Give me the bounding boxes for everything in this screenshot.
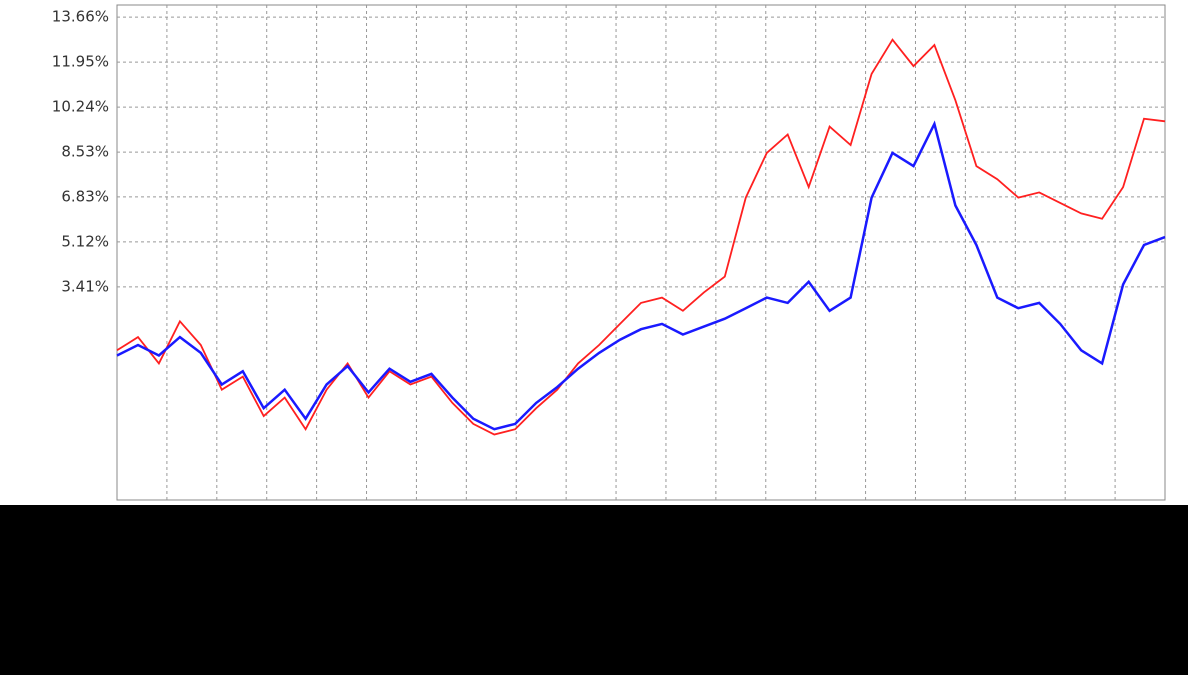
y-tick-label: 5.12% bbox=[61, 232, 109, 250]
y-tick-label: 8.53% bbox=[61, 143, 109, 161]
y-tick-label: 3.41% bbox=[61, 277, 109, 295]
y-tick-label: 11.95% bbox=[52, 53, 109, 71]
footer-band bbox=[0, 505, 1188, 675]
y-tick-label: 6.83% bbox=[61, 187, 109, 205]
chart: 3.41% 5.12% 6.83% 8.53% 10.24% 11.95% 13.66% bbox=[0, 0, 1188, 675]
y-tick-label: 10.24% bbox=[52, 98, 109, 116]
y-tick-label: 13.66% bbox=[52, 8, 109, 26]
